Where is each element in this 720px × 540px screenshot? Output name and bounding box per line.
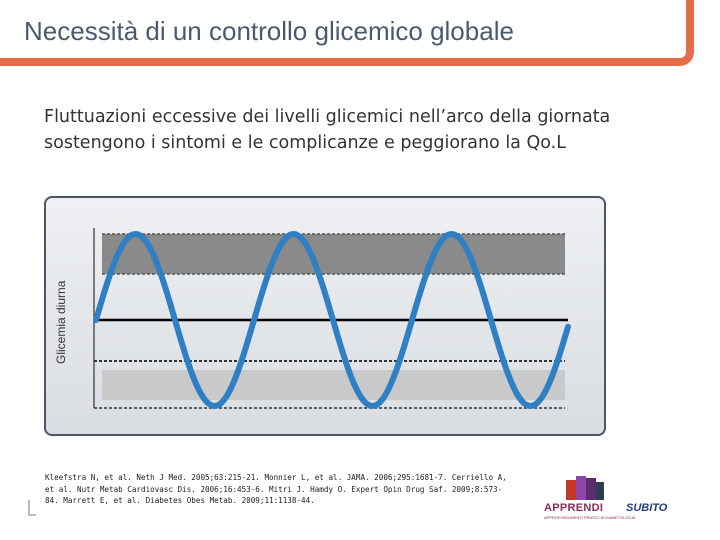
logo-brand2-text: SUBITO — [626, 502, 668, 514]
glycemia-curve — [93, 230, 571, 410]
decorative-bracket — [28, 500, 36, 516]
apprendi-subito-logo: APPRENDI SUBITO APPROFONDIMENTI PRATICI … — [544, 474, 704, 522]
low-glycemia-band — [102, 370, 565, 400]
y-axis-label: Glicemia diurna — [54, 280, 68, 364]
slide-title: Necessità di un controllo glicemico glob… — [24, 16, 514, 46]
glycemia-chart — [93, 228, 571, 410]
title-bar: Necessità di un controllo glicemico glob… — [0, 0, 694, 66]
logo-brand-text: APPRENDI — [544, 502, 604, 514]
slide-subtitle: Fluttuazioni eccessive dei livelli glice… — [44, 107, 611, 153]
references: Kleefstra N, et al. Neth J Med. 2005;63:… — [45, 473, 507, 505]
high-glycemia-band — [102, 234, 565, 274]
logo-tagline: APPROFONDIMENTI PRATICI IN DIABETOLOGIA — [544, 515, 636, 520]
logo-mark-icon — [566, 476, 604, 500]
